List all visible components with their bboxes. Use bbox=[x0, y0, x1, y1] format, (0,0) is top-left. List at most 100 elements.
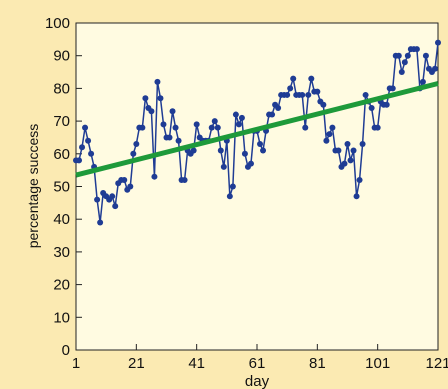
data-point bbox=[305, 91, 312, 98]
data-point bbox=[275, 105, 282, 112]
x-tick-label: 81 bbox=[309, 355, 326, 372]
x-tick-label: 101 bbox=[365, 355, 390, 372]
data-point bbox=[356, 176, 363, 183]
data-point bbox=[232, 111, 239, 118]
data-point bbox=[211, 118, 218, 125]
data-point bbox=[109, 193, 116, 200]
data-point bbox=[208, 124, 215, 131]
data-point bbox=[435, 39, 441, 46]
data-point bbox=[175, 137, 182, 144]
y-tick-label: 10 bbox=[53, 309, 70, 326]
data-point bbox=[260, 147, 267, 154]
data-point bbox=[350, 147, 357, 154]
data-point bbox=[142, 95, 149, 102]
data-point bbox=[220, 163, 227, 170]
data-point bbox=[323, 137, 330, 144]
data-point bbox=[226, 193, 233, 200]
y-tick-label: 30 bbox=[53, 244, 70, 261]
data-point bbox=[76, 157, 83, 164]
data-point bbox=[79, 144, 86, 151]
data-point bbox=[302, 124, 309, 131]
data-point bbox=[413, 46, 420, 53]
data-point bbox=[335, 147, 342, 154]
data-point bbox=[238, 114, 245, 121]
data-point bbox=[398, 69, 405, 76]
y-axis-label: percentage success bbox=[25, 124, 41, 249]
data-point bbox=[347, 157, 354, 164]
data-point bbox=[257, 140, 264, 147]
data-point bbox=[151, 173, 158, 180]
data-point bbox=[290, 75, 297, 82]
data-point bbox=[269, 111, 276, 118]
data-point bbox=[284, 91, 291, 98]
data-series bbox=[73, 39, 441, 226]
data-point bbox=[229, 183, 236, 190]
data-point bbox=[133, 140, 140, 147]
data-point bbox=[247, 160, 254, 167]
data-point bbox=[431, 65, 438, 72]
x-tick-label: 41 bbox=[188, 355, 205, 372]
data-point bbox=[422, 52, 429, 59]
data-point bbox=[368, 105, 375, 112]
data-point bbox=[341, 160, 348, 167]
data-point bbox=[395, 52, 402, 59]
data-point bbox=[235, 121, 242, 128]
data-point bbox=[97, 219, 104, 226]
data-point bbox=[112, 203, 119, 210]
y-tick-label: 90 bbox=[53, 48, 70, 65]
data-point bbox=[359, 140, 366, 147]
data-point bbox=[154, 78, 161, 85]
data-point bbox=[419, 78, 426, 85]
data-point bbox=[326, 131, 333, 138]
y-tick-label: 50 bbox=[53, 179, 70, 196]
data-point bbox=[82, 124, 89, 131]
data-point bbox=[362, 91, 369, 98]
data-point bbox=[401, 59, 408, 66]
data-point bbox=[85, 137, 92, 144]
x-tick-label: 121 bbox=[425, 355, 448, 372]
data-point bbox=[130, 150, 137, 157]
y-tick-label: 60 bbox=[53, 146, 70, 163]
data-point bbox=[193, 121, 200, 128]
data-point bbox=[374, 124, 381, 131]
data-point bbox=[389, 85, 396, 92]
plot-area bbox=[75, 22, 439, 351]
y-tick-label: 70 bbox=[53, 113, 70, 130]
data-point bbox=[88, 150, 95, 157]
data-point bbox=[299, 91, 306, 98]
y-tick-label: 20 bbox=[53, 277, 70, 294]
trend-line bbox=[75, 81, 439, 178]
data-point bbox=[148, 108, 155, 115]
data-point bbox=[166, 134, 173, 141]
data-point bbox=[404, 52, 411, 59]
y-axis: 0 10 20 30 40 50 60 70 80 90 100 bbox=[45, 15, 82, 359]
x-tick-label: 61 bbox=[249, 355, 266, 372]
data-point bbox=[139, 124, 146, 131]
data-point bbox=[181, 176, 188, 183]
x-tick-label: 1 bbox=[72, 355, 80, 372]
data-point bbox=[217, 147, 224, 154]
data-point bbox=[353, 193, 360, 200]
y-tick-label: 0 bbox=[62, 342, 70, 359]
x-tick-label: 21 bbox=[128, 355, 145, 372]
data-point bbox=[127, 183, 134, 190]
data-point bbox=[160, 121, 167, 128]
data-point bbox=[320, 101, 327, 108]
data-point bbox=[383, 101, 390, 108]
data-point bbox=[94, 196, 101, 203]
data-point bbox=[344, 140, 351, 147]
y-tick-label: 80 bbox=[53, 80, 70, 97]
data-point bbox=[169, 108, 176, 115]
y-tick-label: 100 bbox=[45, 15, 70, 32]
data-point bbox=[172, 124, 179, 131]
data-point bbox=[190, 147, 197, 154]
x-axis: 1 21 41 61 81 101 121 bbox=[72, 344, 448, 372]
data-point bbox=[241, 150, 248, 157]
data-point bbox=[214, 124, 221, 131]
y-tick-label: 40 bbox=[53, 211, 70, 228]
data-point bbox=[287, 85, 294, 92]
data-point bbox=[308, 75, 315, 82]
x-axis-label: day bbox=[245, 373, 270, 389]
data-point bbox=[329, 124, 336, 131]
